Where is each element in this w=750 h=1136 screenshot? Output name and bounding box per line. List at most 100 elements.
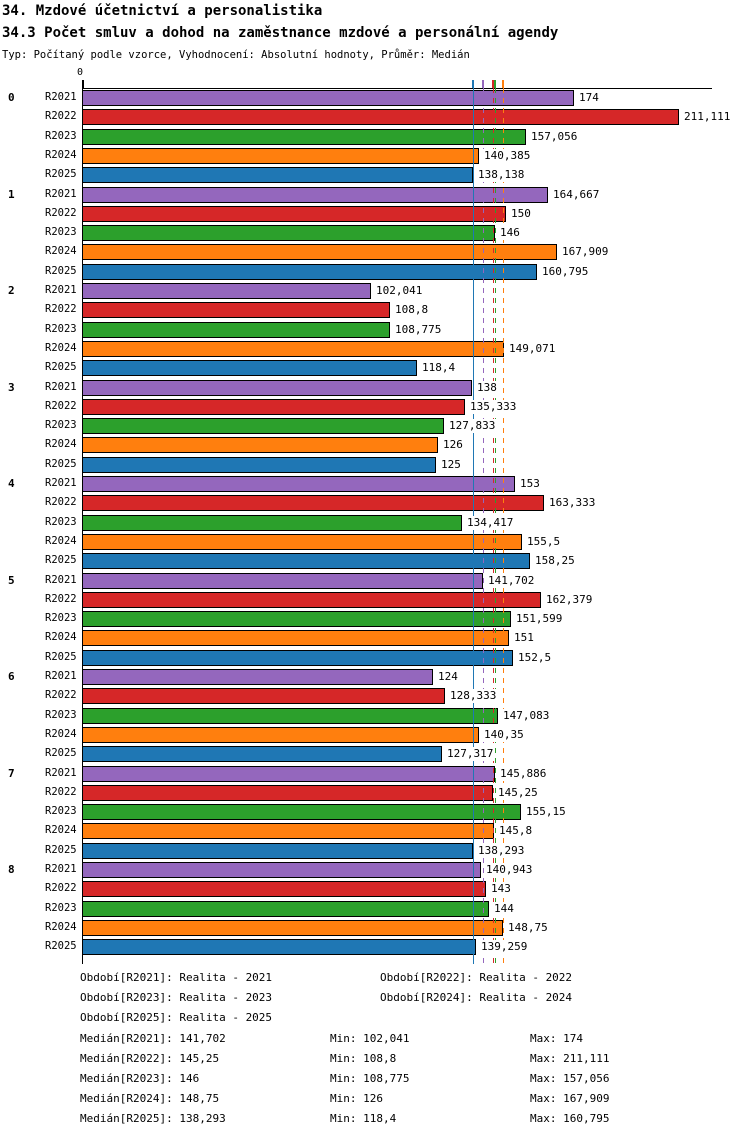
bar-value-label: 155,5 — [526, 535, 562, 549]
series-label: R2023 — [45, 805, 77, 817]
series-label: R2021 — [45, 574, 77, 586]
stat-median-R2024: Medián[R2024]: 148,75 — [80, 1092, 220, 1105]
stat-max-R2022: Max: 211,111 — [530, 1052, 610, 1065]
series-label: R2025 — [45, 554, 77, 566]
series-label: R2023 — [45, 419, 77, 431]
series-label: R2025 — [45, 168, 77, 180]
series-label: R2023 — [45, 709, 77, 721]
bar-R2024-group-8 — [82, 920, 503, 936]
group-label: 1 — [8, 188, 15, 201]
bar-R2022-group-8 — [82, 881, 486, 897]
bar-value-label: 144 — [493, 902, 515, 916]
stat-median-R2023: Medián[R2023]: 146 — [80, 1072, 200, 1085]
bar-R2024-group-4 — [82, 534, 522, 550]
group-label: 0 — [8, 91, 15, 104]
bar-R2022-group-1 — [82, 206, 506, 222]
series-label: R2022 — [45, 786, 77, 798]
bar-value-label: 162,379 — [545, 593, 594, 607]
legend-item-R2024: Období[R2024]: Realita - 2024 — [380, 991, 573, 1004]
origin-tick — [82, 80, 84, 88]
bar-R2025-group-5 — [82, 650, 513, 666]
series-label: R2024 — [45, 631, 77, 643]
stat-median-R2021: Medián[R2021]: 141,702 — [80, 1032, 226, 1045]
stat-median-R2025: Medián[R2025]: 138,293 — [80, 1112, 226, 1125]
bar-value-label: 163,333 — [548, 496, 597, 510]
bar-value-label: 164,667 — [552, 188, 601, 202]
series-label: R2025 — [45, 361, 77, 373]
legend-item-R2022: Období[R2022]: Realita - 2022 — [380, 971, 573, 984]
bar-R2025-group-1 — [82, 264, 537, 280]
series-label: R2021 — [45, 381, 77, 393]
series-label: R2021 — [45, 188, 77, 200]
bar-value-label: 138,293 — [477, 844, 526, 858]
series-label: R2024 — [45, 824, 77, 836]
bar-R2022-group-0 — [82, 109, 679, 125]
bar-R2025-group-6 — [82, 746, 442, 762]
group-label: 3 — [8, 381, 15, 394]
group-label: 8 — [8, 863, 15, 876]
series-label: R2024 — [45, 342, 77, 354]
bar-R2025-group-2 — [82, 360, 417, 376]
bar-R2023-group-0 — [82, 129, 526, 145]
bar-value-label: 128,333 — [449, 689, 498, 703]
stat-max-R2021: Max: 174 — [530, 1032, 583, 1045]
bar-R2021-group-2 — [82, 283, 371, 299]
bar-R2024-group-7 — [82, 823, 494, 839]
x-axis-line — [82, 88, 712, 89]
bar-value-label: 147,083 — [502, 709, 551, 723]
group-label: 6 — [8, 670, 15, 683]
bar-chart: 0 0 R2021 174 R2022 211,111 R2023 157,056 R2024 1… — [8, 67, 732, 964]
bar-R2024-group-1 — [82, 244, 557, 260]
bar-value-label: 151,599 — [515, 612, 564, 626]
series-label: R2022 — [45, 110, 77, 122]
bar-value-label: 151 — [513, 631, 535, 645]
bar-R2024-group-6 — [82, 727, 479, 743]
series-label: R2022 — [45, 689, 77, 701]
bar-value-label: 108,775 — [394, 323, 443, 337]
bar-value-label: 174 — [578, 91, 600, 105]
group-label: 7 — [8, 767, 15, 780]
series-label: R2022 — [45, 207, 77, 219]
median-tick-R2022 — [492, 80, 494, 88]
series-label: R2024 — [45, 149, 77, 161]
bar-R2025-group-3 — [82, 457, 436, 473]
bar-R2021-group-3 — [82, 380, 472, 396]
bar-value-label: 145,886 — [499, 767, 548, 781]
bar-R2024-group-3 — [82, 437, 438, 453]
legend-item-R2025: Období[R2025]: Realita - 2025 — [80, 1011, 273, 1024]
median-tick-R2024 — [502, 80, 504, 88]
bar-R2021-group-6 — [82, 669, 433, 685]
series-label: R2025 — [45, 651, 77, 663]
chart-title: 34.3 Počet smluv a dohod na zaměstnance … — [2, 25, 559, 41]
bar-R2021-group-7 — [82, 766, 495, 782]
bar-value-label: 140,385 — [483, 149, 532, 163]
bar-R2024-group-0 — [82, 148, 479, 164]
bar-R2025-group-7 — [82, 843, 473, 859]
series-label: R2024 — [45, 438, 77, 450]
bar-R2022-group-5 — [82, 592, 541, 608]
bar-R2021-group-0 — [82, 90, 574, 106]
median-tick-R2025 — [472, 80, 474, 88]
series-label: R2021 — [45, 670, 77, 682]
group-label: 5 — [8, 574, 15, 587]
stat-min-R2025: Min: 118,4 — [330, 1112, 397, 1125]
series-label: R2021 — [45, 91, 77, 103]
bar-value-label: 102,041 — [375, 284, 424, 298]
bar-value-label: 139,259 — [480, 940, 529, 954]
series-label: R2021 — [45, 767, 77, 779]
bar-R2023-group-8 — [82, 901, 489, 917]
bar-value-label: 134,417 — [466, 516, 515, 530]
bar-value-label: 126 — [442, 438, 464, 452]
bar-value-label: 148,75 — [507, 921, 549, 935]
bar-R2023-group-5 — [82, 611, 511, 627]
stat-min-R2023: Min: 108,775 — [330, 1072, 410, 1085]
series-label: R2022 — [45, 593, 77, 605]
stat-min-R2021: Min: 102,041 — [330, 1032, 410, 1045]
series-label: R2025 — [45, 940, 77, 952]
bar-R2023-group-4 — [82, 515, 462, 531]
bar-R2022-group-2 — [82, 302, 390, 318]
bar-value-label: 143 — [490, 882, 512, 896]
bar-value-label: 127,833 — [448, 419, 497, 433]
bar-R2023-group-6 — [82, 708, 498, 724]
bar-R2022-group-7 — [82, 785, 493, 801]
